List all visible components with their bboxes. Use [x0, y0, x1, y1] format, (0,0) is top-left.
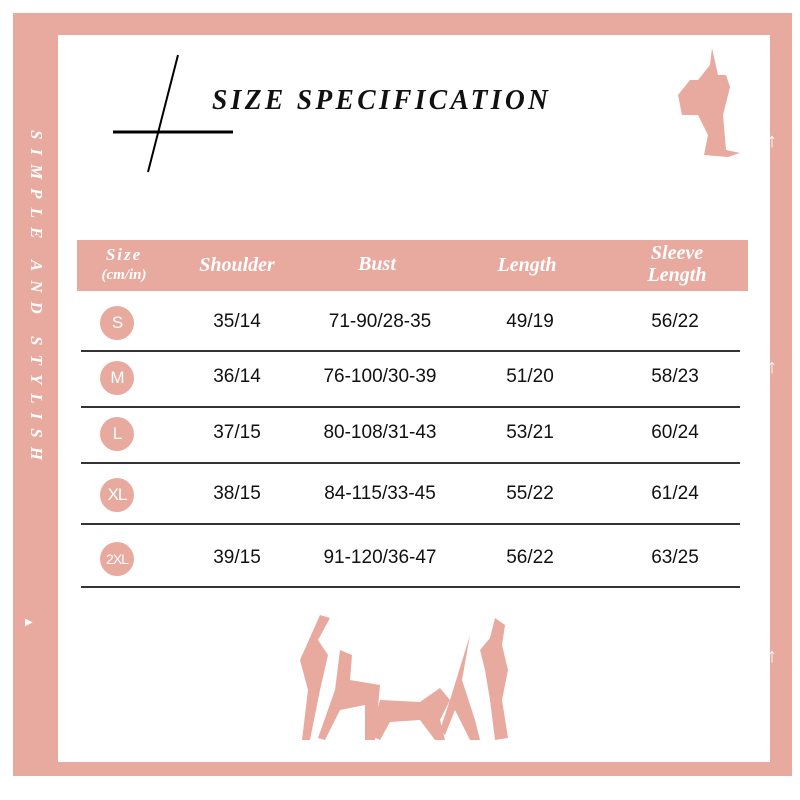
cell-shoulder: 36/14: [213, 366, 261, 387]
arrow-up-icon: ↑: [767, 356, 777, 378]
cell-shoulder: 37/15: [213, 422, 261, 443]
cross-line-decoration: [113, 54, 233, 173]
size-badge: XL: [100, 478, 134, 512]
cell-shoulder: 35/14: [213, 311, 261, 332]
cell-shoulder: 38/15: [213, 483, 261, 504]
size-badge: 2XL: [100, 542, 134, 576]
cell-bust: 76-100/30-39: [323, 366, 437, 387]
cell-sleeve: 60/24: [651, 422, 699, 443]
size-badge: M: [100, 361, 134, 395]
yoga-silhouette: [678, 48, 740, 157]
cell-bust: 84-115/33-45: [324, 483, 436, 504]
cell-bust: 91-120/36-47: [323, 547, 437, 568]
header-size: Size: [105, 245, 143, 264]
cell-length: 56/22: [506, 547, 554, 568]
side-slogan: SIMPLE AND STYLISH: [27, 130, 46, 469]
cell-length: 53/21: [506, 422, 554, 443]
group-exercise-silhouette: [300, 615, 508, 740]
size-badge: L: [100, 417, 134, 451]
cell-length: 51/20: [506, 366, 554, 387]
cell-shoulder: 39/15: [213, 547, 261, 568]
cell-length: 49/19: [506, 311, 554, 332]
cell-bust: 80-108/31-43: [323, 422, 437, 443]
arrow-up-icon: ↑: [767, 130, 777, 152]
page-title: SIZE SPECIFICATION: [212, 84, 552, 116]
content-panel: [58, 35, 770, 762]
triangle-right-icon: ▶: [25, 617, 33, 628]
header-length: Length: [497, 254, 557, 276]
cell-sleeve: 61/24: [651, 483, 699, 504]
header-bust: Bust: [358, 253, 396, 275]
cell-sleeve: 56/22: [651, 311, 699, 332]
table-header: Size (cm/in) Shoulder Bust Length Sleeve…: [77, 240, 748, 291]
table-row: [81, 408, 740, 464]
table-row: [81, 300, 740, 352]
size-badge: S: [100, 306, 134, 340]
table-row: [81, 464, 740, 525]
cell-sleeve: 58/23: [651, 366, 699, 387]
cell-length: 55/22: [506, 483, 554, 504]
arrow-up-icon: ↑: [767, 645, 777, 667]
cell-sleeve: 63/25: [651, 547, 699, 568]
header-size-unit: (cm/in): [101, 267, 147, 283]
header-sleeve: Sleeve: [650, 242, 704, 264]
header-shoulder: Shoulder: [199, 254, 275, 276]
table-row: [81, 352, 740, 408]
cell-bust: 71-90/28-35: [328, 311, 432, 332]
header-sleeve-length: Length: [647, 264, 707, 286]
table-row: [81, 525, 740, 588]
